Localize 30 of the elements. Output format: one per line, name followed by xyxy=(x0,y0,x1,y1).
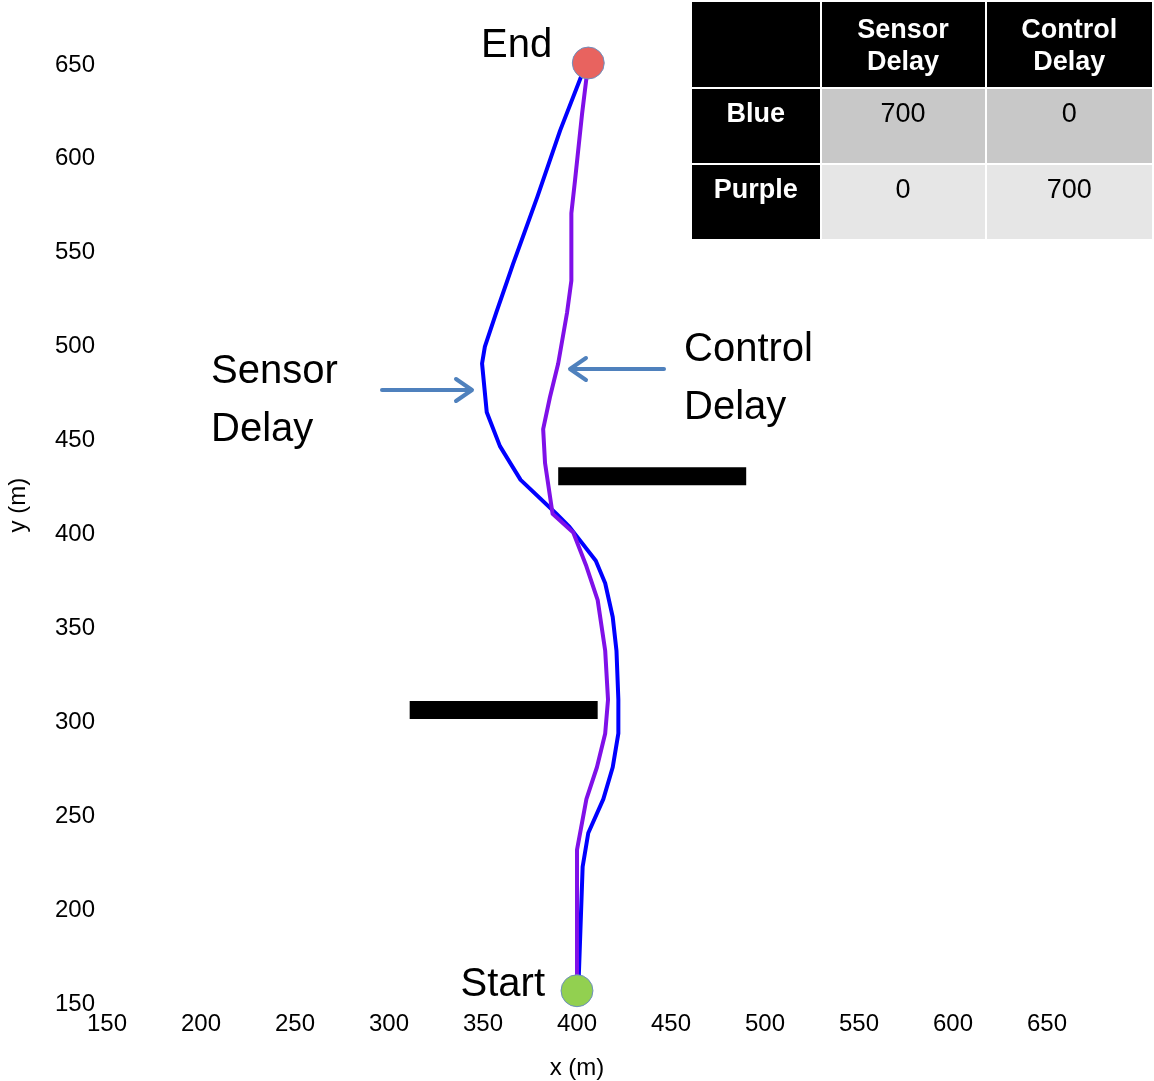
x-tick-label: 600 xyxy=(932,1009,974,1037)
y-tick-label: Blue xyxy=(692,89,820,163)
x-tick-label: 300 xyxy=(368,1009,410,1037)
annotation: End xyxy=(481,20,553,67)
y-tick-label: Purple xyxy=(692,165,820,239)
data-label: 0 xyxy=(986,89,1152,163)
x-tick-label: 450 xyxy=(650,1009,692,1037)
y-tick-label: 400 xyxy=(54,519,95,547)
x-tick-label: 250 xyxy=(274,1009,316,1037)
y-tick-label: 550 xyxy=(54,237,95,265)
x-tick-label: 400 xyxy=(556,1009,598,1037)
annotation: Control Delay xyxy=(684,324,814,429)
y-tick-label: 200 xyxy=(54,894,95,922)
x-tick-label: 200 xyxy=(180,1009,222,1037)
x-tick-label: 650 xyxy=(1026,1009,1068,1037)
annotation: Sensor Delay xyxy=(211,346,339,451)
data-label: 700 xyxy=(986,165,1152,239)
y-tick-label: 600 xyxy=(54,143,95,171)
data-label: 0 xyxy=(821,165,985,239)
y-tick-label: 250 xyxy=(54,800,95,828)
annotation: Start xyxy=(460,958,545,1006)
x-tick-label: 550 xyxy=(838,1009,880,1037)
x-tick-label: 350 xyxy=(462,1009,504,1037)
data-label: 700 xyxy=(821,89,985,163)
y-tick-label: 500 xyxy=(54,331,95,359)
y-tick-label: 300 xyxy=(54,706,95,734)
y-axis-title: y (m) xyxy=(2,477,30,533)
y-tick-label: 450 xyxy=(54,425,95,453)
y-tick-label: 350 xyxy=(54,612,95,640)
x-axis-title: x (m) xyxy=(549,1053,605,1080)
